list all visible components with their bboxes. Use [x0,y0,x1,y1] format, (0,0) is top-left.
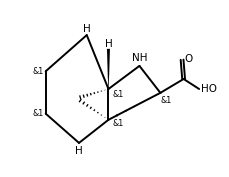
Text: &1: &1 [32,109,44,118]
Text: H: H [83,24,91,34]
Text: &1: &1 [32,67,44,76]
Text: &1: &1 [112,90,123,99]
Text: O: O [184,54,193,64]
Text: &1: &1 [112,119,123,128]
Text: H: H [105,39,112,49]
Text: &1: &1 [161,96,172,105]
Text: HO: HO [202,84,218,94]
Text: H: H [75,146,83,156]
Polygon shape [107,49,110,89]
Text: NH: NH [132,53,147,63]
